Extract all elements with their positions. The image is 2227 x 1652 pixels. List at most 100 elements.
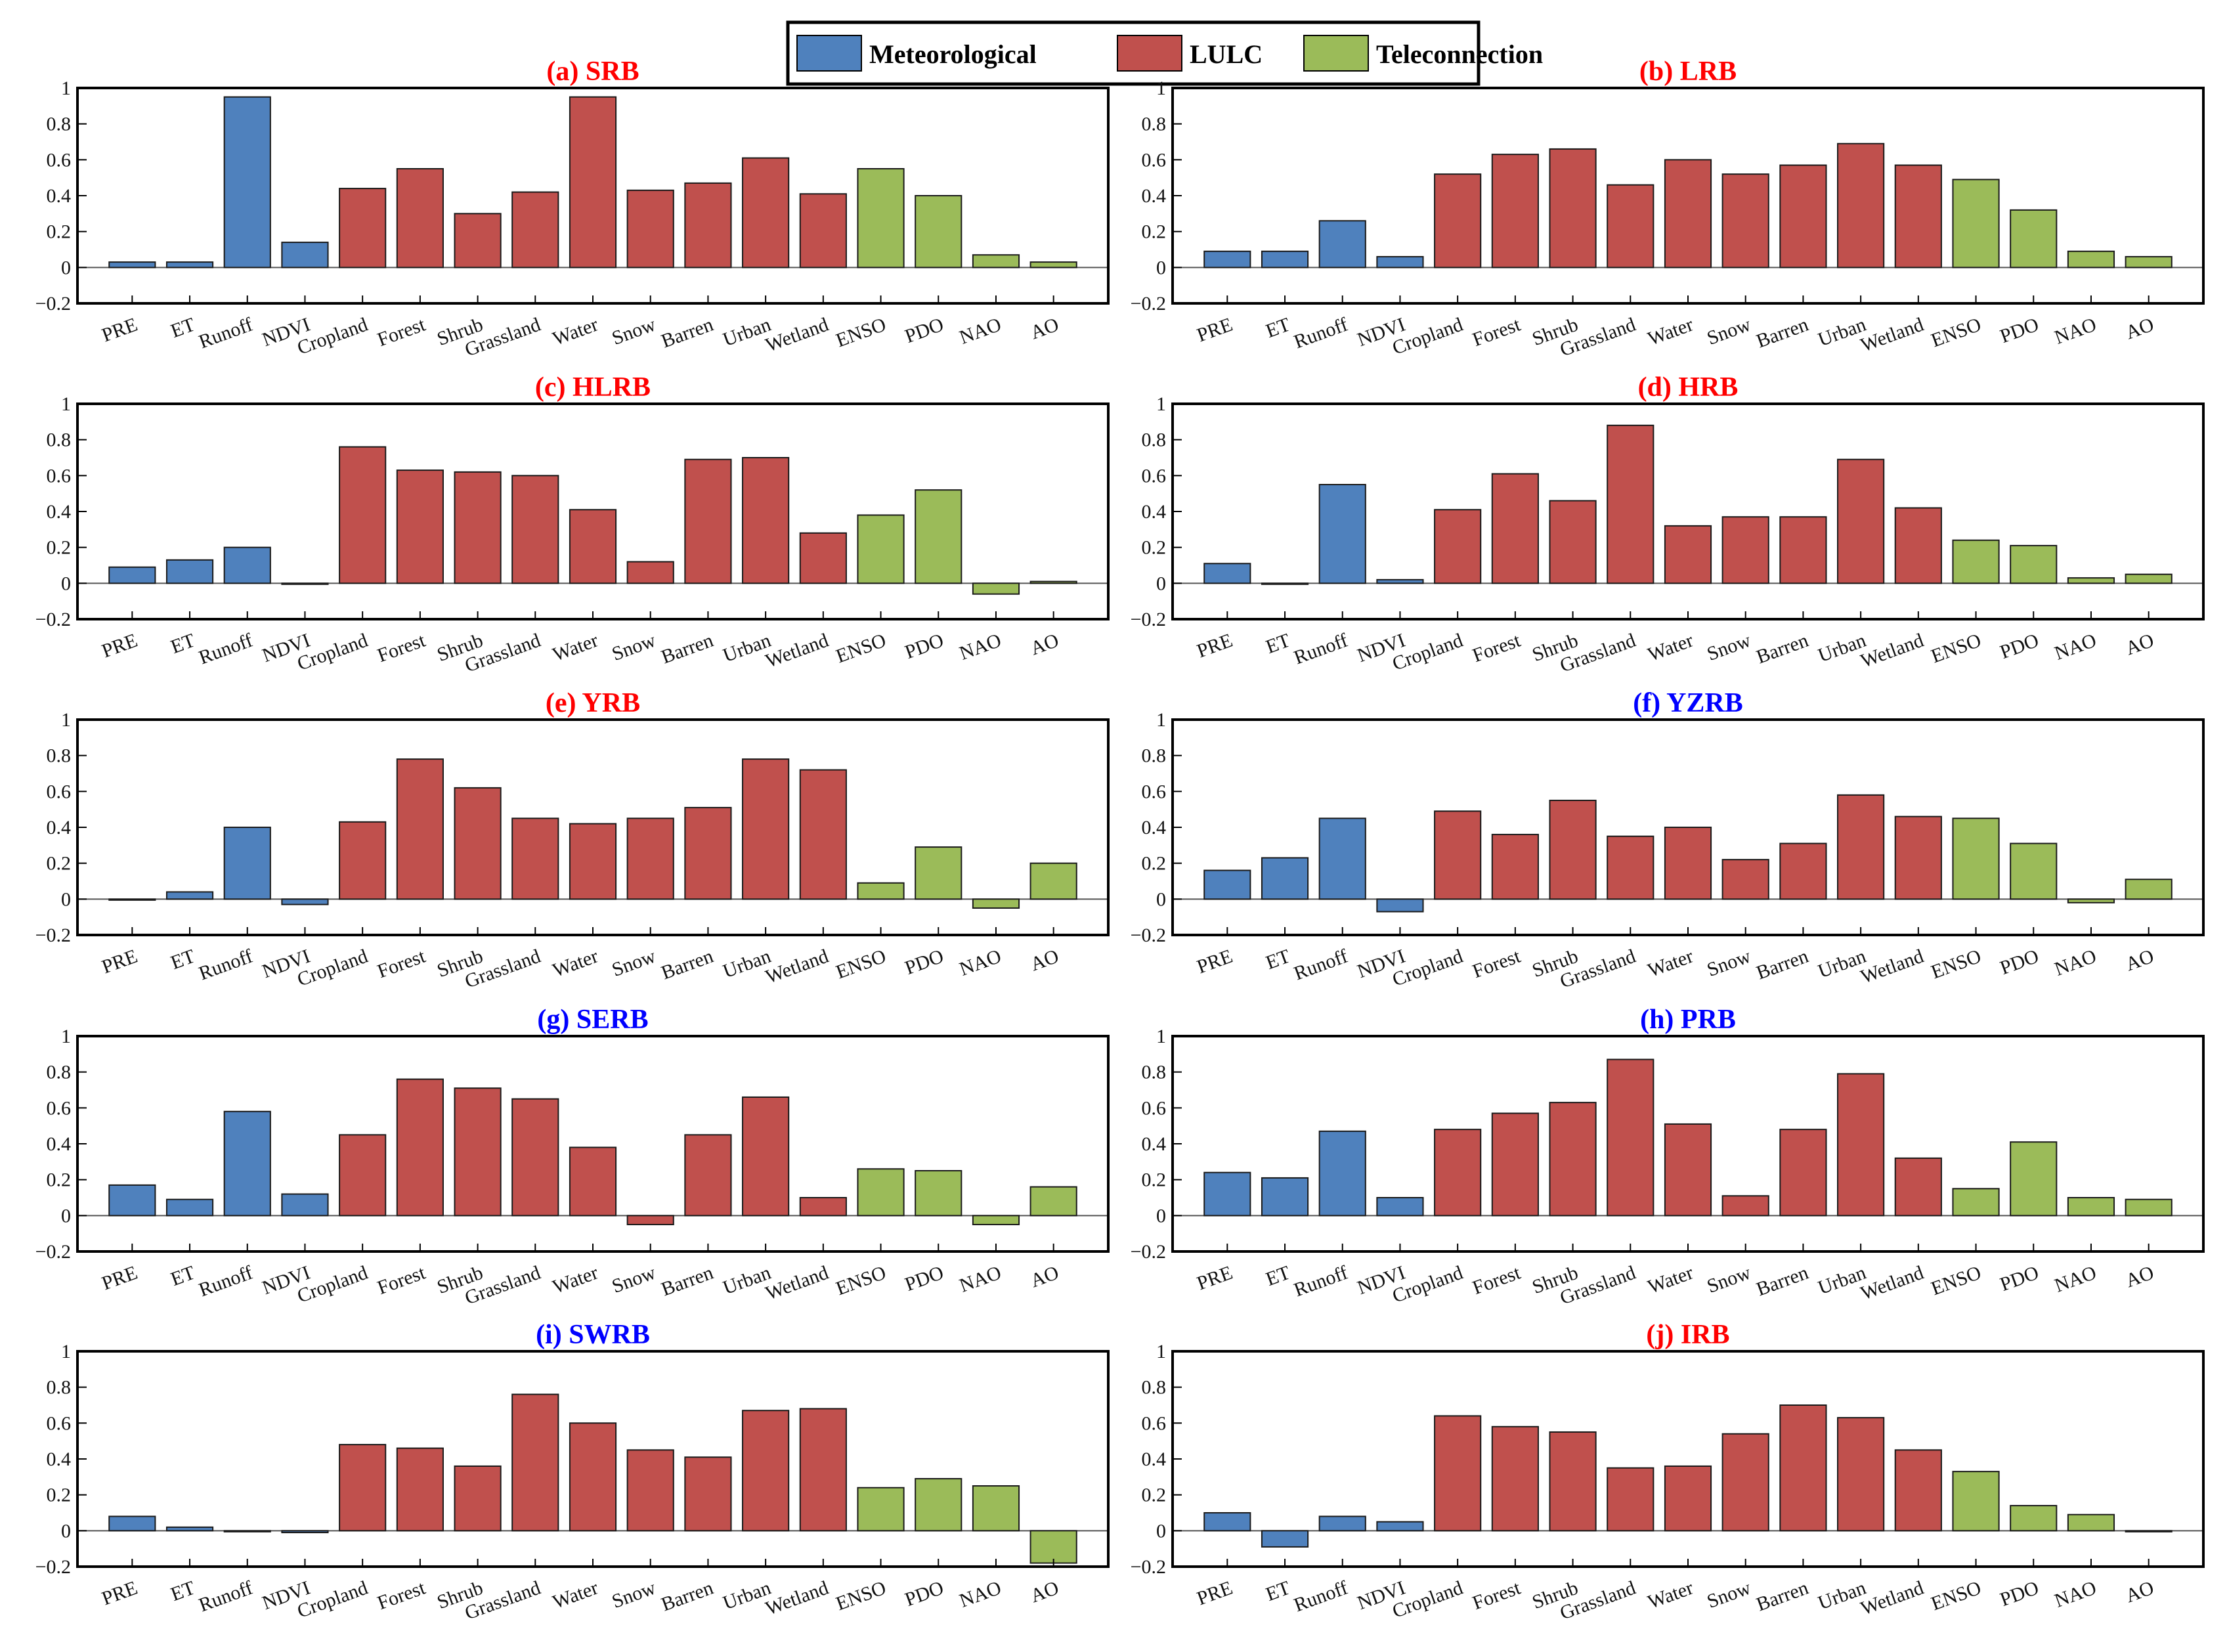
bar-pre <box>108 1515 156 1532</box>
bar-ndvi <box>1376 898 1424 913</box>
x-tick-label: Runoff <box>196 1577 255 1617</box>
bar-barren <box>684 806 732 900</box>
y-tick-label: 0.4 <box>47 185 72 207</box>
x-tick-label: ET <box>168 946 198 974</box>
x-tick-label: Runoff <box>1291 1262 1351 1301</box>
bar-ao <box>2125 1530 2173 1532</box>
y-tick-label: 0.4 <box>1142 817 1167 838</box>
bar-barren <box>1779 516 1827 584</box>
x-tick-label: NAO <box>957 314 1004 349</box>
x-tick-label: Wetland <box>763 630 832 672</box>
bar-snow <box>626 561 674 584</box>
bar-pdo <box>915 1478 962 1532</box>
bar-shrub <box>454 1087 502 1217</box>
x-tick-label: PDO <box>902 1577 947 1611</box>
bar-pre <box>108 261 156 269</box>
y-tick-label: 0.8 <box>47 429 72 451</box>
bar-ndvi <box>281 582 329 585</box>
x-tick-label: ENSO <box>1928 1262 1984 1300</box>
bar-snow <box>626 1449 674 1532</box>
bar-nao <box>972 898 1020 909</box>
y-tick-label: 0 <box>61 1205 71 1227</box>
bar-pre <box>1203 250 1251 269</box>
y-tick-label: 0.4 <box>1142 185 1167 207</box>
y-tick-label: 1 <box>61 393 71 415</box>
y-tick-label: 0 <box>61 573 71 594</box>
panel-title: (f) YZRB <box>1633 688 1743 718</box>
panel-title: (h) PRB <box>1640 1005 1736 1035</box>
bar-nao <box>972 1485 1020 1532</box>
x-tick-label: Snow <box>1704 1261 1754 1297</box>
panel-title: (c) HLRB <box>535 372 651 402</box>
bar-urban <box>1837 794 1885 900</box>
x-tick-label: PDO <box>902 314 947 348</box>
bar-cropland <box>1434 810 1482 900</box>
y-tick-label: 0.8 <box>1142 1377 1167 1399</box>
y-tick-label: 0.4 <box>47 501 72 523</box>
bar-runoff <box>1318 220 1366 269</box>
bar-enso <box>857 1168 905 1217</box>
y-tick-label: 0 <box>1156 1205 1166 1227</box>
panel-title: (b) LRB <box>1639 56 1737 87</box>
x-tick-label: PDO <box>1997 1577 2042 1611</box>
x-tick-label: ENSO <box>833 1577 889 1615</box>
bar-urban <box>742 758 790 900</box>
bar-et <box>1261 582 1309 585</box>
x-tick-label: ENSO <box>833 1262 889 1300</box>
y-tick-label: 0 <box>1156 257 1166 278</box>
bar-water <box>1664 159 1712 269</box>
x-tick-label: Barren <box>1754 1577 1811 1616</box>
x-tick-label: ET <box>168 630 198 659</box>
x-tick-label: Runoff <box>1291 1577 1351 1617</box>
bar-shrub <box>1549 1102 1597 1217</box>
x-tick-label: Wetland <box>763 946 832 988</box>
x-tick-label: AO <box>1027 1577 1062 1607</box>
y-tick-label: 0.6 <box>1142 1097 1167 1119</box>
y-tick-label: 0.6 <box>1142 1412 1167 1434</box>
x-tick-label: NAO <box>957 946 1004 980</box>
x-tick-label: Forest <box>1470 629 1524 666</box>
y-tick-label: 0.8 <box>47 1062 72 1083</box>
bar-forest <box>1491 154 1539 269</box>
x-tick-label: ET <box>1263 630 1293 659</box>
panel-title: (e) YRB <box>546 688 640 718</box>
bar-cropland <box>339 821 387 900</box>
y-tick-label: 0.8 <box>1142 1062 1167 1083</box>
bar-wetland <box>1894 507 1942 584</box>
bar-ao <box>1029 1186 1077 1217</box>
x-tick-label: PDO <box>902 946 947 980</box>
x-tick-label: Forest <box>1470 1576 1524 1614</box>
x-tick-label: Water <box>1645 314 1697 350</box>
bar-forest <box>1491 833 1539 900</box>
x-tick-label: PRE <box>99 1262 141 1295</box>
bar-et <box>1261 1530 1309 1548</box>
panel-title: (d) HRB <box>1638 372 1739 402</box>
x-tick-label: Snow <box>609 1261 659 1297</box>
bar-snow <box>1721 1433 1769 1532</box>
bar-nao <box>2067 1513 2115 1532</box>
y-tick-label: 0.6 <box>1142 781 1167 802</box>
bar-forest <box>396 1078 444 1217</box>
bar-pdo <box>915 195 962 269</box>
x-tick-label: Forest <box>375 945 429 982</box>
x-tick-label: Snow <box>609 313 659 349</box>
x-tick-label: Forest <box>1470 1261 1524 1299</box>
x-tick-label: PRE <box>99 1577 141 1610</box>
bar-pdo <box>2010 842 2058 900</box>
bar-shrub <box>1549 148 1597 269</box>
y-tick-label: 0.2 <box>47 1485 72 1506</box>
x-tick-label: NAO <box>2052 630 2099 664</box>
bar-ao <box>1029 580 1077 584</box>
y-tick-label: −0.2 <box>1131 609 1166 630</box>
bar-forest <box>1491 1112 1539 1217</box>
bar-runoff <box>1318 817 1366 900</box>
y-tick-label: 0 <box>61 1520 71 1542</box>
bar-ndvi <box>281 898 329 905</box>
bar-barren <box>684 182 732 269</box>
panel-title: (i) SWRB <box>536 1320 650 1350</box>
